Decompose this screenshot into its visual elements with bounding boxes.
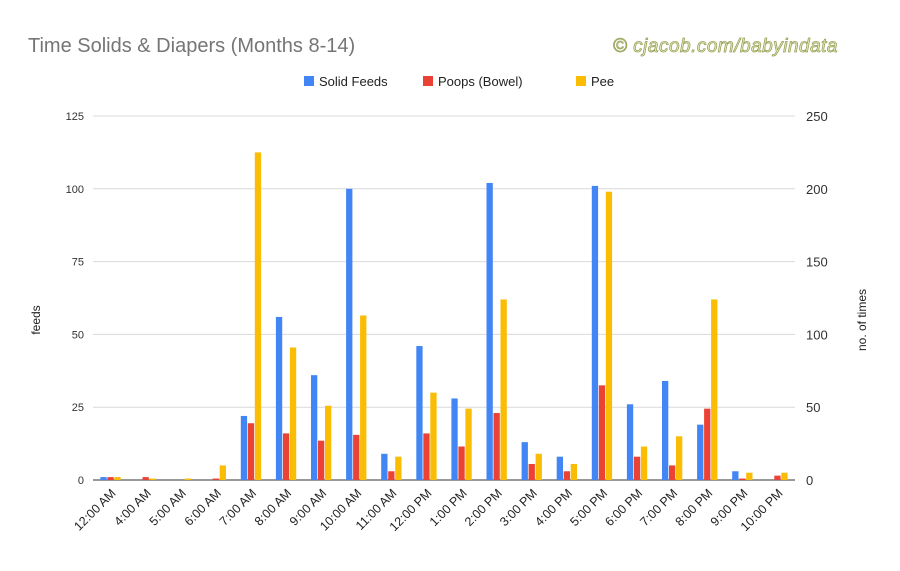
bar-poops-bowel[interactable]: Poops (Bowel) 8:00 PM: 49 <box>704 408 711 480</box>
bar-pee[interactable]: Pee 8:00 AM: 91 <box>289 347 297 481</box>
bar-pee[interactable]: Pee 3:00 PM: 18 <box>535 453 542 480</box>
bar-pee[interactable]: Pee 10:00 AM: 113 <box>360 315 367 480</box>
bar-poops-bowel[interactable]: Poops (Bowel) 1:00 PM: 23 <box>458 446 465 480</box>
bar-pee[interactable]: Pee 12:00 AM: 2 <box>114 477 121 480</box>
bar-pee[interactable]: Pee 1:00 PM: 49 <box>465 408 472 480</box>
bar-solid-feeds[interactable]: Solid Feeds 8:00 PM: 19 <box>697 424 704 480</box>
bar-poops-bowel[interactable]: Poops (Bowel) 4:00 PM: 6 <box>563 471 570 480</box>
bar-poops-bowel[interactable]: Poops (Bowel) 8:00 AM: 32 <box>282 433 290 480</box>
bar-pee[interactable]: Pee 6:00 AM: 10 <box>219 465 226 480</box>
legend-label: Pee <box>591 74 614 89</box>
bar-pee[interactable]: Pee 7:00 PM: 30 <box>676 436 683 480</box>
bar-poops-bowel[interactable]: Poops (Bowel) 4:00 AM: 2 <box>142 477 149 480</box>
bar-poops-bowel[interactable]: Poops (Bowel) 10:00 AM: 31 <box>353 434 360 480</box>
bar-poops-bowel[interactable]: Poops (Bowel) 7:00 AM: 39 <box>247 423 255 480</box>
bar-poops-bowel[interactable]: Poops (Bowel) 3:00 PM: 11 <box>528 463 535 480</box>
bar-pee[interactable]: Pee 8:00 PM: 124 <box>711 299 718 480</box>
legend-swatch <box>423 76 433 86</box>
bar-solid-feeds[interactable]: Solid Feeds 4:00 PM: 8 <box>556 456 563 480</box>
bar-pee[interactable]: Pee 2:00 PM: 124 <box>500 299 507 480</box>
bar-poops-bowel[interactable]: Poops (Bowel) 7:00 PM: 10 <box>669 465 676 480</box>
bar-poops-bowel[interactable]: Poops (Bowel) 6:00 AM: 1 <box>212 478 219 480</box>
bar-poops-bowel[interactable]: Poops (Bowel) 12:00 PM: 32 <box>423 433 430 480</box>
y-right-tick-label: 200 <box>806 182 828 197</box>
y-axis-left-ticks: 0 25 50 75 100 125 <box>66 111 84 487</box>
y-right-tick-label: 0 <box>806 473 813 488</box>
bar-poops-bowel[interactable]: Poops (Bowel) 6:00 PM: 16 <box>633 456 641 480</box>
bar-poops-bowel[interactable]: Poops (Bowel) 5:00 PM: 65 <box>598 385 606 480</box>
y-left-tick-label: 125 <box>66 111 84 123</box>
bar-solid-feeds[interactable]: Solid Feeds 1:00 PM: 28 <box>451 398 458 480</box>
bar-pee[interactable]: Pee 11:00 AM: 16 <box>395 456 402 480</box>
y-left-tick-label: 0 <box>78 475 84 487</box>
bars: Solid Feeds 12:00 AM: 1Poops (Bowel) 12:… <box>100 152 788 481</box>
bar-pee[interactable]: Pee 4:00 PM: 11 <box>570 463 577 480</box>
y-left-tick-label: 25 <box>72 402 84 414</box>
bar-solid-feeds[interactable]: Solid Feeds 7:00 PM: 34 <box>662 380 669 480</box>
y-axis-right-ticks: 0 50 100 150 200 250 <box>806 109 828 488</box>
bar-pee[interactable]: Pee 6:00 PM: 23 <box>640 446 648 480</box>
y-right-tick-label: 50 <box>806 400 820 415</box>
bar-solid-feeds[interactable]: Solid Feeds 8:00 AM: 56 <box>275 316 283 480</box>
bar-pee[interactable]: Pee 10:00 PM: 5 <box>781 472 788 480</box>
bar-solid-feeds[interactable]: Solid Feeds 10:00 AM: 100 <box>346 188 353 481</box>
bar-poops-bowel[interactable]: Poops (Bowel) 12:00 AM: 2 <box>107 477 114 480</box>
y-right-tick-label: 150 <box>806 255 828 270</box>
bar-solid-feeds[interactable]: Solid Feeds 6:00 PM: 26 <box>626 404 634 480</box>
bar-pee[interactable]: Pee 9:00 AM: 51 <box>325 405 332 480</box>
y-right-tick-label: 250 <box>806 109 828 124</box>
bar-poops-bowel[interactable]: Poops (Bowel) 11:00 AM: 6 <box>388 471 395 480</box>
y-left-tick-label: 100 <box>66 184 84 196</box>
bar-pee[interactable]: Pee 5:00 PM: 198 <box>605 191 613 480</box>
y-axis-left-title: feeds <box>29 305 43 334</box>
legend-label: Poops (Bowel) <box>438 74 523 89</box>
legend: Solid Feeds Poops (Bowel) Pee <box>304 74 614 89</box>
bar-pee[interactable]: Pee 5:00 AM: 1 <box>184 478 191 480</box>
y-left-tick-label: 50 <box>72 329 84 341</box>
bar-solid-feeds[interactable]: Solid Feeds 5:00 PM: 101 <box>591 185 599 480</box>
legend-swatch <box>304 76 314 86</box>
bar-solid-feeds[interactable]: Solid Feeds 3:00 PM: 13 <box>521 442 528 480</box>
bar-pee[interactable]: Pee 12:00 PM: 60 <box>430 392 437 480</box>
bar-poops-bowel[interactable]: Poops (Bowel) 9:00 AM: 27 <box>318 440 325 480</box>
bar-pee[interactable]: Pee 9:00 PM: 5 <box>746 472 753 480</box>
y-axis-right-title: no. of times <box>855 289 869 351</box>
bar-solid-feeds[interactable]: Solid Feeds 12:00 AM: 1 <box>100 477 107 480</box>
watermark: © cjacob.com/babyindata <box>613 36 838 57</box>
bar-solid-feeds[interactable]: Solid Feeds 7:00 AM: 22 <box>240 415 248 480</box>
bar-poops-bowel[interactable]: Poops (Bowel) 9:00 PM: 1 <box>739 478 746 480</box>
bar-pee[interactable]: Pee 7:00 AM: 225 <box>254 152 262 480</box>
y-right-tick-label: 100 <box>806 327 828 342</box>
bar-solid-feeds[interactable]: Solid Feeds 12:00 PM: 46 <box>416 346 423 480</box>
bar-poops-bowel[interactable]: Poops (Bowel) 2:00 PM: 46 <box>493 413 500 480</box>
y-left-tick-label: 75 <box>72 257 84 269</box>
bar-solid-feeds[interactable]: Solid Feeds 11:00 AM: 9 <box>381 453 388 480</box>
bar-poops-bowel[interactable]: Poops (Bowel) 10:00 PM: 3 <box>774 475 781 480</box>
bar-solid-feeds[interactable]: Solid Feeds 9:00 PM: 3 <box>732 471 739 480</box>
bar-pee[interactable]: Pee 4:00 AM: 1 <box>149 478 156 480</box>
bar-solid-feeds[interactable]: Solid Feeds 2:00 PM: 102 <box>486 182 493 481</box>
legend-label: Solid Feeds <box>319 74 388 89</box>
bar-solid-feeds[interactable]: Solid Feeds 9:00 AM: 36 <box>311 375 318 480</box>
chart-title: Time Solids & Diapers (Months 8-14) <box>28 35 355 57</box>
legend-swatch <box>576 76 586 86</box>
